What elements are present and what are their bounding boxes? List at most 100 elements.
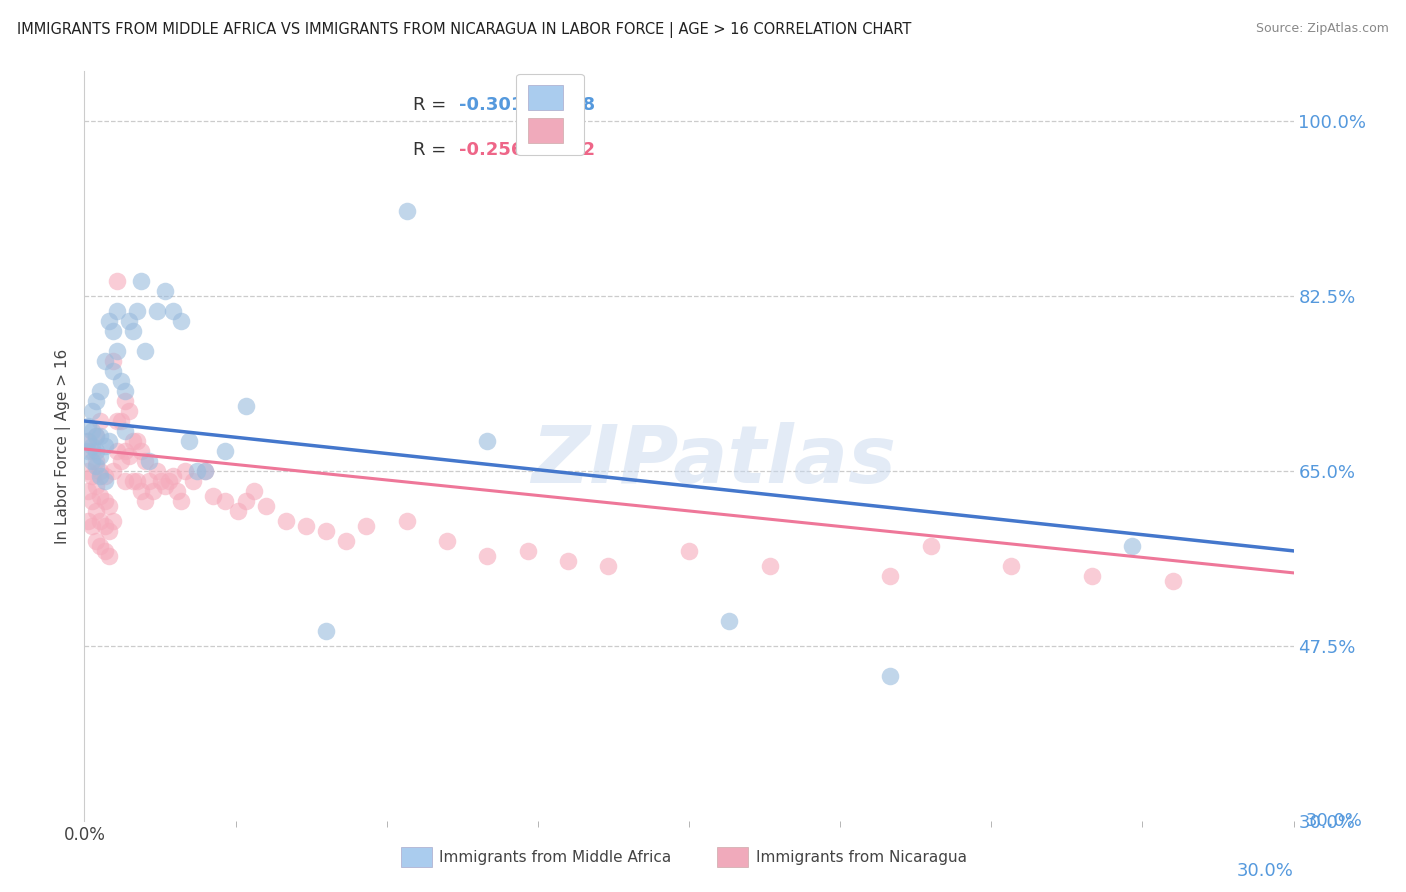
- Point: [254, 499, 277, 513]
- Point: [82, 519, 104, 533]
- Point: [134, 494, 156, 508]
- Point: [93, 439, 115, 453]
- Text: IMMIGRANTS FROM MIDDLE AFRICA VS IMMIGRANTS FROM NICARAGUA IN LABOR FORCE | AGE : IMMIGRANTS FROM MIDDLE AFRICA VS IMMIGRA…: [17, 22, 911, 38]
- Point: [315, 524, 337, 538]
- Point: [77, 464, 100, 478]
- Point: [170, 494, 193, 508]
- Point: [77, 514, 100, 528]
- Point: [138, 454, 160, 468]
- Point: [181, 474, 204, 488]
- Point: [315, 624, 337, 638]
- Point: [114, 394, 136, 409]
- Text: N =: N =: [526, 141, 578, 159]
- Point: [89, 539, 111, 553]
- Point: [101, 354, 124, 368]
- Point: [97, 314, 120, 328]
- Point: [97, 499, 120, 513]
- Point: [477, 549, 499, 563]
- Point: [516, 544, 538, 558]
- Point: [89, 489, 111, 503]
- Point: [118, 404, 141, 418]
- Y-axis label: In Labor Force | Age > 16: In Labor Force | Age > 16: [55, 349, 72, 543]
- Point: [274, 514, 297, 528]
- Point: [89, 449, 111, 463]
- Point: [153, 479, 176, 493]
- Point: [202, 489, 225, 503]
- Point: [86, 444, 108, 458]
- Point: [82, 469, 104, 483]
- Point: [194, 464, 217, 478]
- Point: [97, 434, 120, 448]
- Point: [82, 404, 104, 418]
- Point: [82, 439, 104, 453]
- Point: [86, 429, 108, 443]
- Point: [82, 444, 104, 458]
- Point: [77, 419, 100, 434]
- Point: [226, 504, 249, 518]
- Point: [77, 444, 100, 458]
- Point: [114, 444, 136, 458]
- Point: [129, 483, 152, 498]
- Point: [77, 434, 100, 448]
- Text: 30.0%: 30.0%: [1237, 862, 1294, 880]
- Point: [214, 494, 236, 508]
- Point: [118, 314, 141, 328]
- Point: [125, 304, 148, 318]
- Point: [105, 344, 128, 359]
- Point: [86, 479, 108, 493]
- Point: [89, 384, 111, 398]
- Point: [1161, 574, 1184, 588]
- Point: [879, 669, 901, 683]
- Legend: , : ,: [516, 73, 583, 154]
- Point: [77, 434, 100, 448]
- Point: [134, 454, 156, 468]
- Point: [82, 424, 104, 438]
- Point: [235, 399, 257, 413]
- Point: [436, 533, 458, 548]
- Point: [110, 374, 132, 388]
- Point: [129, 444, 152, 458]
- Point: [395, 514, 418, 528]
- Text: 82: 82: [571, 141, 596, 159]
- Point: [1000, 558, 1022, 573]
- Text: ZIPatlas: ZIPatlas: [530, 422, 896, 500]
- Point: [82, 494, 104, 508]
- Point: [93, 519, 115, 533]
- Point: [118, 449, 141, 463]
- Point: [93, 494, 115, 508]
- Point: [194, 464, 217, 478]
- Text: Immigrants from Nicaragua: Immigrants from Nicaragua: [756, 850, 967, 864]
- Point: [134, 344, 156, 359]
- Point: [335, 533, 357, 548]
- Point: [97, 524, 120, 538]
- Point: [125, 474, 148, 488]
- Point: [105, 274, 128, 288]
- Point: [179, 434, 201, 448]
- Point: [89, 414, 111, 428]
- Point: [101, 464, 124, 478]
- Point: [114, 474, 136, 488]
- Point: [114, 384, 136, 398]
- Point: [477, 434, 499, 448]
- Point: [129, 274, 152, 288]
- Point: [82, 454, 104, 468]
- Point: [89, 429, 111, 443]
- Point: [86, 533, 108, 548]
- Point: [105, 444, 128, 458]
- Point: [920, 539, 942, 553]
- Point: [242, 483, 264, 498]
- Point: [89, 469, 111, 483]
- Text: -0.301: -0.301: [460, 96, 523, 114]
- Point: [93, 474, 115, 488]
- Text: N =: N =: [526, 96, 578, 114]
- Point: [93, 354, 115, 368]
- Text: R =: R =: [413, 141, 453, 159]
- Point: [105, 304, 128, 318]
- Point: [121, 474, 143, 488]
- Point: [97, 549, 120, 563]
- Text: 30.0%: 30.0%: [1306, 812, 1362, 830]
- Point: [356, 519, 378, 533]
- Point: [162, 304, 184, 318]
- Point: [395, 204, 418, 219]
- Point: [186, 464, 208, 478]
